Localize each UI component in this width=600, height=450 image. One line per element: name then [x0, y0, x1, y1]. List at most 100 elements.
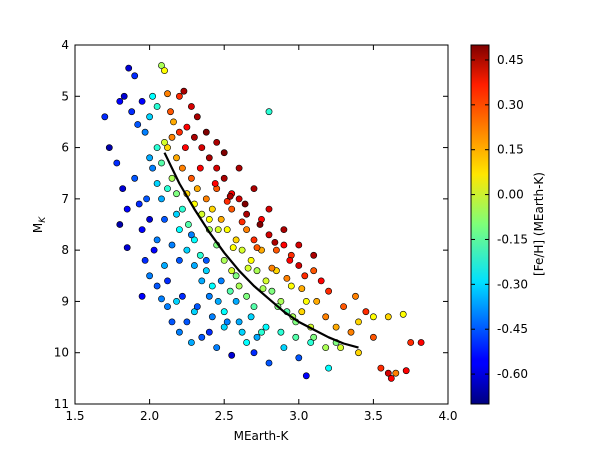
scatter-point — [298, 285, 306, 292]
scatter-point — [243, 339, 250, 346]
scatter-point — [235, 282, 243, 290]
scatter-point — [228, 205, 236, 213]
scatter-point — [214, 226, 222, 233]
scatter-point — [196, 164, 204, 172]
scatter-point — [202, 256, 210, 264]
scatter-point — [173, 154, 180, 162]
scatter-point — [310, 333, 318, 341]
scatter-point — [183, 123, 191, 131]
scatter-point — [243, 226, 250, 233]
scatter-point — [183, 318, 191, 326]
scatter-point — [205, 328, 213, 336]
scatter-point — [213, 344, 221, 351]
scatter-point — [247, 313, 255, 321]
scatter-point — [181, 144, 189, 151]
scatter-point — [332, 323, 340, 331]
scatter-point — [116, 221, 124, 228]
scatter-point — [355, 349, 362, 357]
scatter-point — [232, 236, 240, 244]
scatter-point — [223, 226, 231, 233]
scatter-point — [387, 374, 395, 382]
scatter-point — [178, 205, 186, 213]
scatter-point — [229, 244, 237, 251]
scatter-point — [268, 287, 276, 295]
scatter-point — [217, 277, 225, 285]
scatter-point — [146, 154, 153, 162]
scatter-point — [158, 295, 165, 303]
scatter-point — [241, 200, 249, 208]
scatter-point — [175, 92, 183, 100]
scatter-point — [238, 218, 246, 226]
scatter-point — [235, 195, 243, 203]
scatter-point — [268, 264, 276, 272]
scatter-point — [325, 364, 332, 372]
scatter-point — [173, 190, 180, 198]
scatter-point — [146, 272, 153, 280]
scatter-point — [105, 144, 113, 151]
scatter-point — [131, 72, 139, 80]
scatter-point — [198, 333, 206, 341]
colorbar-tick-label: -0.60 — [497, 367, 528, 381]
scatter-point — [271, 238, 279, 246]
scatter-point — [164, 303, 171, 310]
x-axis-ticks: 1.5 2.0 2.5 3.0 3.5 4.0 — [65, 45, 458, 423]
scatter-point — [123, 205, 131, 213]
scatter-point — [228, 351, 236, 359]
scatter-point — [193, 185, 201, 192]
scatter-point — [295, 241, 303, 249]
scatter-point — [208, 313, 216, 321]
scatter-point — [384, 313, 392, 321]
plot-frame — [74, 44, 449, 405]
x-tick-label: 3.5 — [364, 409, 383, 423]
scatter-point — [253, 244, 261, 251]
scatter-point — [337, 344, 344, 351]
scatter-point — [243, 210, 250, 218]
scatter-point — [187, 339, 195, 346]
scatter-point — [223, 318, 231, 326]
scatter-point — [220, 323, 228, 331]
scatter-point — [228, 267, 236, 275]
scatter-point — [168, 318, 176, 326]
scatter-point — [223, 197, 231, 205]
scatter-point — [253, 333, 261, 341]
scatter-point — [175, 256, 183, 264]
scatter-point — [417, 339, 425, 346]
scatter-point — [161, 215, 168, 223]
y-tick-label: 4 — [61, 38, 69, 52]
scatter-point — [250, 185, 258, 192]
scatter-point — [280, 344, 288, 351]
colorbar-ticks: -0.60 -0.45 -0.30 -0.15 0.00 0.15 0.30 0.45 — [471, 53, 528, 381]
scatter-point — [352, 292, 359, 300]
scatter-point — [247, 256, 255, 264]
scatter-point — [138, 226, 146, 233]
scatter-point — [250, 349, 258, 357]
scatter-point — [208, 282, 216, 290]
scatter-point — [158, 159, 165, 167]
scatter-point — [208, 205, 216, 213]
scatter-point — [244, 264, 252, 272]
scatter-point — [302, 372, 310, 380]
scatter-point — [213, 164, 221, 172]
scatter-point — [272, 246, 280, 254]
scatter-point — [310, 267, 318, 275]
scatter-point — [253, 267, 261, 275]
scatter-point — [150, 246, 158, 254]
scatter-point — [262, 323, 270, 331]
colorbar — [470, 44, 490, 405]
scatter-point — [125, 64, 133, 72]
scatter-point — [301, 272, 309, 280]
scatter-point — [196, 251, 204, 259]
scatter-point — [280, 241, 288, 249]
scatter-point — [322, 344, 330, 351]
scatter-point — [310, 251, 318, 259]
scatter-point — [134, 121, 142, 128]
scatter-point — [175, 328, 183, 336]
scatter-point — [161, 262, 168, 269]
scatter-point — [198, 277, 206, 285]
scatter-point — [259, 285, 267, 292]
scatter-point — [238, 328, 246, 336]
x-tick-label: 2.0 — [140, 409, 159, 423]
x-tick-label: 4.0 — [438, 409, 457, 423]
scatter-point — [258, 328, 265, 336]
scatter-point — [183, 246, 191, 254]
